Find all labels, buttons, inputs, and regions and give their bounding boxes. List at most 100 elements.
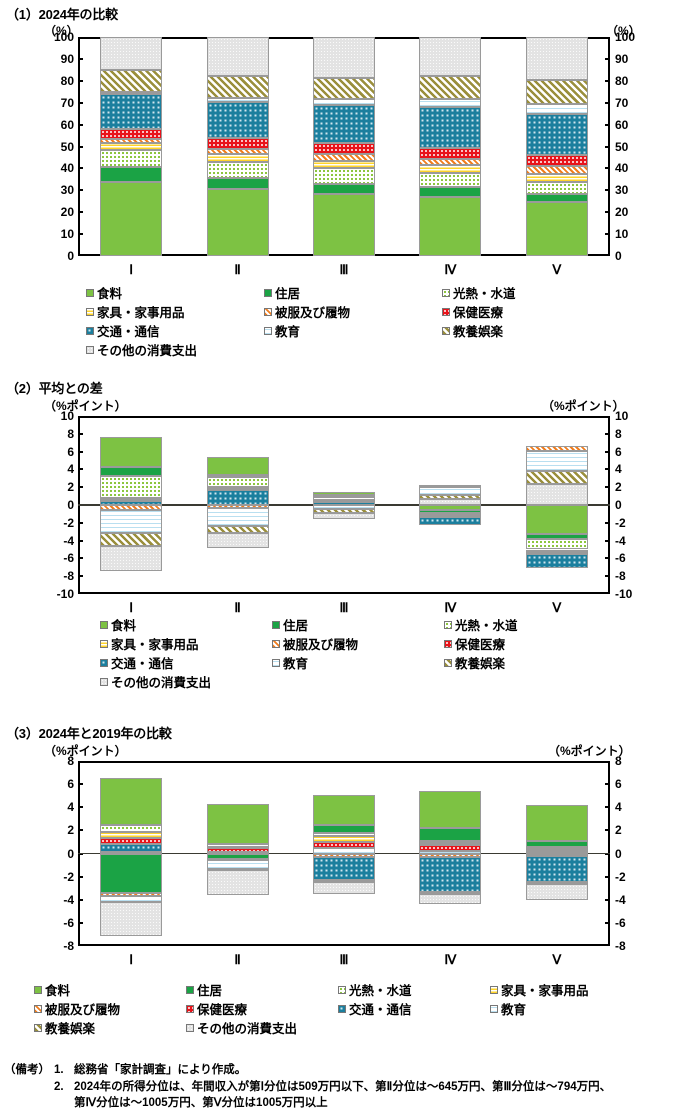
legend-item-other[interactable]: その他の消費支出 (186, 1018, 338, 1037)
y-axis-label-left: -8 (63, 939, 74, 953)
legend-item-transport[interactable]: 交通・通信 (338, 999, 490, 1018)
y-axis-tick (78, 898, 83, 901)
bar-stack[interactable] (419, 416, 482, 594)
panel2-legend: 食料 住居 光熱・水道家具・家事用品 被服及び履物 保健医療交通・通信 教育 教養娯楽その他… (100, 615, 616, 691)
legend-item-food[interactable]: 食料 (34, 980, 186, 999)
y-axis-tick (605, 539, 610, 542)
legend-item-label: その他の消費支出 (197, 1022, 298, 1036)
bar-stack[interactable] (206, 37, 269, 256)
bar-stack[interactable] (100, 416, 163, 594)
bar-segment-positive (313, 847, 375, 854)
legend-row: 家具・家事用品 被服及び履物 保健医療 (86, 302, 620, 321)
legend-item-education[interactable]: 教育 (264, 321, 442, 340)
bar-segment (313, 37, 375, 78)
y-axis-label-left: -6 (63, 915, 74, 930)
legend-item-culture[interactable]: 教養娯楽 (442, 321, 620, 340)
note-number (54, 1095, 74, 1112)
bar-stack[interactable] (100, 37, 163, 256)
y-axis-tick (78, 783, 83, 786)
legend-item-clothing[interactable]: 被服及び履物 (264, 302, 442, 321)
x-axis-label: Ⅲ (339, 600, 349, 615)
y-axis-tick (605, 575, 610, 578)
y-axis-label-left: 0 (67, 846, 74, 861)
y-axis-label-right: 30 (615, 183, 629, 198)
y-axis-tick (78, 189, 83, 192)
bar-segment-positive (313, 496, 375, 500)
legend-item-education[interactable]: 教育 (490, 999, 642, 1018)
bar-segment-negative (313, 505, 375, 510)
notes-block: （備考） 1. 総務省「家計調査」により作成。 2. 2024年の所得分位は、年間収入が… (4, 1062, 611, 1112)
bar-segment-negative (100, 892, 163, 897)
bar-segment-negative (419, 510, 482, 513)
legend-item-transport[interactable]: 交通・通信 (100, 653, 272, 672)
furniture-swatch-icon (100, 639, 108, 648)
note-number: 1. (54, 1064, 64, 1076)
y-axis-label-right: 8 (615, 754, 622, 768)
legend-item-culture[interactable]: 教養娯楽 (444, 653, 616, 672)
culture-swatch-icon (442, 326, 450, 335)
legend-item-utilities[interactable]: 光熱・水道 (338, 980, 490, 999)
panel3-legend: 食料 住居 光熱・水道 家具・家事用品被服及び履物 保健医療 交通・通信 教育教養娯楽 その他… (34, 980, 642, 1037)
y-axis-label-right: 70 (615, 95, 629, 110)
bar-segment (206, 148, 269, 155)
x-axis-label: Ⅴ (552, 262, 562, 277)
other-swatch-icon (100, 677, 108, 686)
legend-item-education[interactable]: 教育 (272, 653, 444, 672)
legend-item-utilities[interactable]: 光熱・水道 (444, 615, 616, 634)
y-axis-label-right: -6 (615, 551, 626, 566)
legend-item-utilities[interactable]: 光熱・水道 (442, 283, 620, 302)
bar-stack[interactable] (313, 37, 375, 256)
legend-item-label: 教育 (501, 1003, 527, 1017)
legend-item-furniture[interactable]: 家具・家事用品 (100, 634, 272, 653)
y-axis-label-left: 6 (67, 444, 74, 459)
legend-item-medical[interactable]: 保健医療 (442, 302, 620, 321)
bar-stack[interactable] (313, 416, 375, 594)
legend-item-culture[interactable]: 教養娯楽 (34, 1018, 186, 1037)
bar-segment-positive (206, 487, 269, 490)
bar-segment-positive (525, 446, 588, 451)
legend-item-clothing[interactable]: 被服及び履物 (34, 999, 186, 1018)
legend-item-other[interactable]: その他の消費支出 (86, 340, 264, 359)
legend-item-other[interactable]: その他の消費支出 (100, 672, 272, 691)
legend-item-label: 教育 (283, 657, 309, 671)
legend-item-housing[interactable]: 住居 (264, 283, 442, 302)
bar-segment (100, 37, 163, 70)
bar-stack[interactable] (525, 761, 588, 946)
bar-stack[interactable] (525, 37, 588, 256)
bar-stack[interactable] (206, 761, 269, 946)
bar-segment (100, 143, 163, 150)
bar-stack[interactable] (419, 37, 482, 256)
legend-item-furniture[interactable]: 家具・家事用品 (86, 302, 264, 321)
y-axis-label-right: 0 (615, 846, 622, 861)
legend-item-medical[interactable]: 保健医療 (444, 634, 616, 653)
bar-segment-positive (419, 495, 482, 499)
bar-stack[interactable] (525, 416, 588, 594)
legend-item-food[interactable]: 食料 (86, 283, 264, 302)
legend-item-food[interactable]: 食料 (100, 615, 272, 634)
bar-segment (419, 107, 482, 148)
bar-segment-negative (525, 553, 588, 569)
legend-item-transport[interactable]: 交通・通信 (86, 321, 264, 340)
x-axis-label: Ⅱ (234, 262, 241, 277)
legend-item-housing[interactable]: 住居 (186, 980, 338, 999)
bar-segment-negative (419, 513, 482, 515)
bar-segment-positive (525, 804, 588, 841)
transport-swatch-icon (100, 658, 108, 667)
note-text: 2024年の所得分位は、年間収入が第Ⅰ分位は509万円以下、第Ⅱ分位は～645万… (74, 1080, 612, 1093)
furniture-swatch-icon (490, 985, 498, 994)
medical-swatch-icon (442, 307, 450, 316)
bar-stack[interactable] (206, 416, 269, 594)
legend-item-medical[interactable]: 保健医療 (186, 999, 338, 1018)
bar-segment-negative (525, 505, 588, 535)
bar-segment-negative (419, 891, 482, 894)
bar-segment-negative (525, 549, 588, 553)
y-axis-label-right: -8 (615, 569, 626, 584)
legend-item-clothing[interactable]: 被服及び履物 (272, 634, 444, 653)
bar-stack[interactable] (100, 761, 163, 946)
bar-stack[interactable] (419, 761, 482, 946)
panel3-unit-right: （%ポイント） (548, 744, 631, 758)
legend-item-furniture[interactable]: 家具・家事用品 (490, 980, 642, 999)
legend-item-housing[interactable]: 住居 (272, 615, 444, 634)
bar-stack[interactable] (313, 761, 375, 946)
y-axis-label-left: 2 (67, 480, 74, 495)
